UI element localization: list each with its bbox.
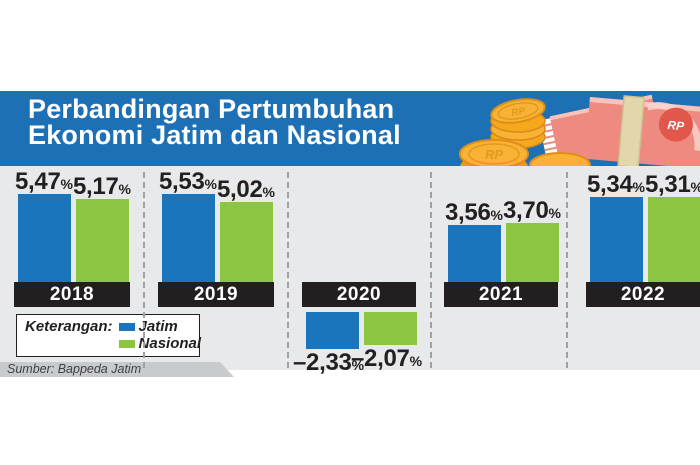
value-label-nasional-2019: 5,02% [217, 177, 275, 205]
value-number: 5,17 [73, 173, 119, 200]
bar-group-2018: 2018 5,47% 5,17% [14, 166, 131, 370]
percent-sign: % [632, 179, 645, 195]
percent-sign: % [118, 181, 131, 197]
group-separator-2 [287, 172, 289, 368]
percent-sign: % [548, 205, 561, 221]
source-strip: Sumber: Bappeda Jatim [0, 362, 234, 377]
value-label-jatim-2020: –2,33% [293, 350, 364, 378]
value-number: 3,56 [445, 199, 491, 226]
rupiah-note-label: RP [667, 118, 686, 133]
year-label: 2022 [620, 283, 666, 305]
legend-items: Jatim Nasional [118, 318, 202, 352]
page-title: Perbandingan Pertumbuhan Ekonomi Jatim d… [28, 94, 401, 150]
legend-swatch-jatim [118, 322, 135, 331]
value-number: 5,34 [587, 171, 633, 198]
percent-sign: % [409, 353, 423, 369]
legend-box: Keterangan: Jatim Nasional [16, 314, 202, 357]
bar-nasional-2022 [648, 197, 700, 282]
percent-sign: % [262, 184, 275, 200]
year-band: 2021 [444, 282, 558, 307]
rupiah-coin-label: RP [510, 106, 526, 119]
value-number: 5,47 [15, 168, 61, 195]
value-label-jatim-2018: 5,47% [15, 169, 73, 197]
bar-group-2021: 2021 3,56% 3,70% [444, 166, 561, 370]
year-band: 2018 [14, 282, 130, 307]
group-separator-4 [566, 172, 568, 368]
value-label-nasional-2020: –2,07% [351, 346, 422, 374]
header-banner: Perbandingan Pertumbuhan Ekonomi Jatim d… [0, 91, 700, 166]
bar-jatim-2020 [306, 312, 359, 349]
percent-sign: % [351, 357, 365, 373]
value-number: 5,53 [159, 168, 205, 195]
year-label: 2019 [193, 283, 239, 305]
coin-stack: RP RP [459, 98, 591, 166]
value-number: 5,31 [645, 171, 691, 198]
value-number: –2,07 [351, 345, 410, 372]
chart-area: Keterangan: Jatim Nasional Sumber: Bapped… [0, 166, 700, 377]
bar-nasional-2020 [364, 312, 417, 345]
year-band: 2022 [586, 282, 700, 307]
bar-nasional-2019 [220, 202, 273, 282]
banknote-bundle-right: RP [584, 95, 700, 166]
value-label-nasional-2018: 5,17% [73, 174, 131, 202]
legend-label: Jatim [138, 318, 178, 335]
value-label-jatim-2021: 3,56% [445, 200, 503, 228]
value-number: –2,33 [293, 349, 352, 376]
title-line-2: Ekonomi Jatim dan Nasional [28, 120, 401, 150]
bar-jatim-2018 [18, 194, 71, 282]
legend-label: Nasional [138, 335, 202, 352]
group-separator-1 [143, 172, 145, 368]
bar-nasional-2021 [506, 223, 559, 282]
value-label-jatim-2022: 5,34% [587, 172, 645, 200]
year-band: 2019 [158, 282, 274, 307]
percent-sign: % [204, 176, 217, 192]
source-text: Sumber: Bappeda Jatim [7, 362, 142, 376]
value-label-jatim-2019: 5,53% [159, 169, 217, 197]
value-number: 3,70 [503, 197, 549, 224]
year-label: 2020 [336, 283, 382, 305]
year-label: 2021 [478, 283, 524, 305]
percent-sign: % [60, 176, 73, 192]
value-label-nasional-2022: 5,31% [645, 172, 700, 200]
value-number: 5,02 [217, 176, 263, 203]
legend-item-nasional: Nasional [118, 335, 202, 352]
money-strap [617, 95, 645, 166]
bar-jatim-2021 [448, 225, 501, 282]
legend-heading: Keterangan: [25, 318, 113, 335]
percent-sign: % [490, 207, 503, 223]
year-band: 2020 [302, 282, 416, 307]
bar-group-2020: 2020 –2,33% –2,07% [293, 166, 422, 375]
bar-jatim-2022 [590, 197, 643, 282]
legend-swatch-nasional [118, 339, 135, 348]
legend-item-jatim: Jatim [118, 318, 202, 335]
money-illustration: RP RP RP [459, 94, 700, 166]
bar-group-2019: 2019 5,53% 5,02% [158, 166, 275, 370]
bar-nasional-2018 [76, 199, 129, 282]
percent-sign: % [691, 179, 700, 195]
title-line-1: Perbandingan Pertumbuhan [28, 94, 395, 124]
rupiah-coin-label: RP [485, 147, 503, 162]
value-label-nasional-2021: 3,70% [503, 198, 561, 226]
group-separator-3 [430, 172, 432, 368]
year-label: 2018 [49, 283, 95, 305]
bar-group-2022: 2022 5,34%5,31% [586, 166, 700, 370]
bar-jatim-2019 [162, 194, 215, 282]
